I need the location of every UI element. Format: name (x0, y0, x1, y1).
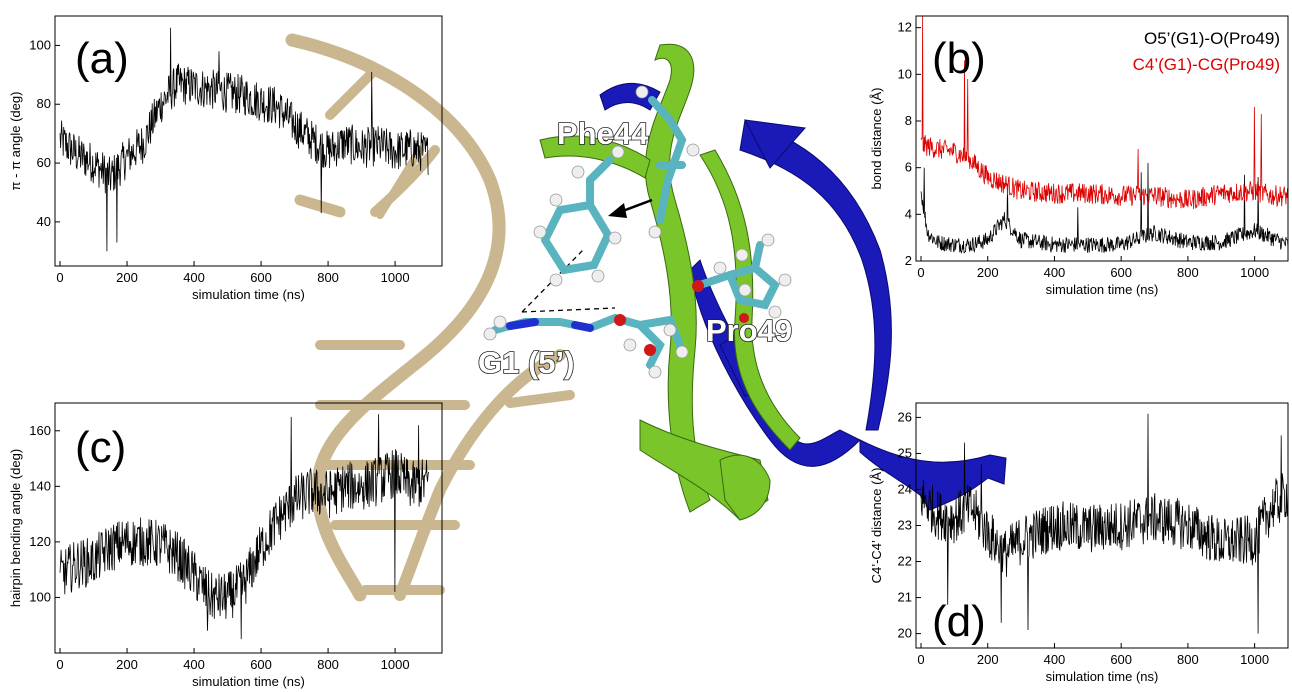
arrow-indicator (608, 198, 653, 218)
panel-label-d: (d) (932, 597, 986, 646)
g1-nucleotide-sticks (483, 313, 689, 379)
y-tick-label: 6 (905, 160, 912, 175)
x-tick-label: 800 (1177, 652, 1199, 667)
x-axis-label: simulation time (ns) (192, 287, 305, 302)
y-tick-label: 20 (898, 626, 912, 641)
legend-entry: O5’(G1)-O(Pro49) (1144, 29, 1280, 48)
y-tick-label: 8 (905, 113, 912, 128)
y-tick-label: 40 (37, 214, 51, 229)
x-axis-label: simulation time (ns) (1046, 282, 1159, 297)
phe44-sticks (533, 85, 700, 287)
x-tick-label: 600 (1110, 265, 1132, 280)
y-tick-label: 4 (905, 206, 912, 221)
chart-panel-b: 0 200 400 600 800 1000 2 4 6 8 10 12 simulation time… (869, 15, 1289, 297)
x-tick-label: 0 (917, 265, 924, 280)
series-line-b-1 (920, 16, 1288, 210)
x-tick-label: 400 (1044, 652, 1066, 667)
plot-frame (915, 15, 1289, 262)
rna-backbone (285, 33, 575, 602)
y-axis-label: C4’-C4’ distance (Å) (869, 468, 884, 584)
y-tick-label: 80 (37, 96, 51, 111)
y-tick-label: 25 (898, 445, 912, 460)
plot-frame (54, 15, 443, 267)
phe44-label: Phe44 (557, 116, 649, 151)
plot-background (916, 16, 1288, 261)
g1-label: G1 (5’) (478, 345, 574, 380)
series-line-b-0 (920, 162, 1288, 254)
x-tick-label: 400 (183, 270, 205, 285)
y-tick-label: 140 (29, 478, 51, 493)
pro49-sticks (692, 233, 792, 323)
series-line-c-0 (59, 414, 429, 640)
x-tick-label: 1000 (1240, 265, 1269, 280)
x-tick-label: 1000 (381, 657, 410, 672)
x-axis-label: simulation time (ns) (1046, 669, 1159, 684)
molecular-structure-illustration: Phe44 Pro49 G1 (5’) (285, 33, 1007, 602)
chart-panel-d: 0 200 400 600 800 1000 20 21 22 23 24 25 26 simulatio… (869, 402, 1289, 684)
x-axis-label: simulation time (ns) (192, 674, 305, 689)
y-axis-label: hairpin bending angle (deg) (8, 449, 23, 607)
x-tick-label: 600 (250, 270, 272, 285)
x-tick-label: 0 (56, 657, 63, 672)
y-tick-label: 160 (29, 423, 51, 438)
chart-panel-a: 0 200 400 600 800 1000 40 60 80 100 simulation tim… (8, 15, 443, 302)
x-tick-label: 0 (56, 270, 63, 285)
y-axis-label: π - π angle (deg) (8, 92, 23, 191)
y-tick-label: 2 (905, 253, 912, 268)
x-tick-label: 200 (977, 265, 999, 280)
y-tick-label: 60 (37, 155, 51, 170)
x-tick-label: 800 (317, 657, 339, 672)
pro49-label: Pro49 (706, 313, 792, 348)
x-tick-label: 200 (116, 270, 138, 285)
panel-label-a: (a) (75, 34, 129, 83)
y-tick-label: 10 (898, 66, 912, 81)
y-tick-label: 100 (29, 37, 51, 52)
y-tick-label: 23 (898, 518, 912, 533)
interaction-dashed-lines (521, 247, 616, 313)
y-tick-label: 26 (898, 409, 912, 424)
x-tick-label: 400 (1044, 265, 1066, 280)
chart-panel-c: 0 200 400 600 800 1000 100 120 140 160 simulation … (8, 402, 443, 689)
x-tick-label: 400 (183, 657, 205, 672)
y-tick-label: 22 (898, 554, 912, 569)
x-tick-label: 1000 (1240, 652, 1269, 667)
y-tick-label: 21 (898, 590, 912, 605)
panel-label-b: (b) (932, 34, 986, 83)
x-tick-label: 0 (917, 652, 924, 667)
plot-frame (54, 402, 443, 654)
x-tick-label: 600 (1110, 652, 1132, 667)
y-tick-label: 12 (898, 20, 912, 35)
x-tick-label: 200 (116, 657, 138, 672)
panel-label-c: (c) (75, 423, 126, 472)
x-tick-label: 600 (250, 657, 272, 672)
y-axis-label: bond distance (Å) (869, 88, 884, 190)
x-tick-label: 1000 (381, 270, 410, 285)
x-tick-label: 800 (1177, 265, 1199, 280)
legend-entry: C4’(G1)-CG(Pro49) (1133, 55, 1280, 74)
series-line-d-0 (920, 413, 1288, 634)
x-tick-label: 800 (317, 270, 339, 285)
y-tick-label: 120 (29, 534, 51, 549)
x-tick-label: 200 (977, 652, 999, 667)
y-tick-label: 24 (898, 481, 912, 496)
y-tick-label: 100 (29, 589, 51, 604)
series-line-a-0 (59, 27, 429, 252)
